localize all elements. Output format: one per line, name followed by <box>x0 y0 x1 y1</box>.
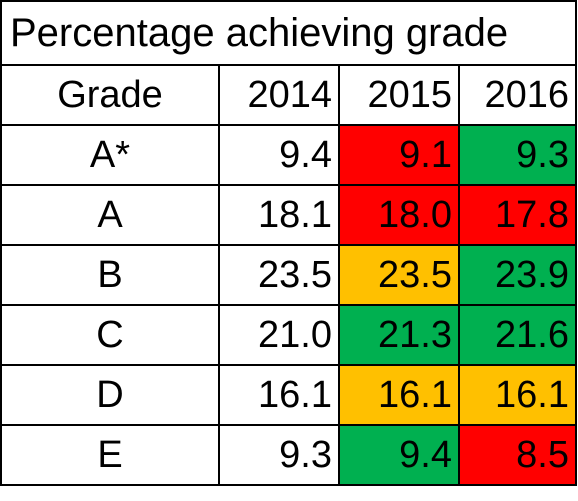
table-row: D 16.1 16.1 16.1 <box>0 364 577 426</box>
grade-label: B <box>0 244 220 306</box>
value-cell-2016: 23.9 <box>458 244 577 306</box>
value-cell-2015: 9.4 <box>338 424 460 486</box>
column-header-2014: 2014 <box>218 64 340 126</box>
grade-label: A <box>0 184 220 246</box>
grade-percentage-table: Percentage achieving grade Grade 2014 20… <box>0 0 577 486</box>
title-row: Percentage achieving grade <box>0 0 577 66</box>
column-header-grade: Grade <box>0 64 220 126</box>
grade-label: C <box>0 304 220 366</box>
column-header-2016: 2016 <box>458 64 577 126</box>
column-header-2015: 2015 <box>338 64 460 126</box>
value-cell-2015: 16.1 <box>338 364 460 426</box>
value-cell-2014: 16.1 <box>218 364 340 426</box>
table-body: Percentage achieving grade Grade 2014 20… <box>0 0 577 486</box>
value-cell-2014: 9.4 <box>218 124 340 186</box>
value-cell-2014: 21.0 <box>218 304 340 366</box>
value-cell-2014: 23.5 <box>218 244 340 306</box>
value-cell-2016: 17.8 <box>458 184 577 246</box>
grade-label: D <box>0 364 220 426</box>
table-row: A 18.1 18.0 17.8 <box>0 184 577 246</box>
value-cell-2014: 18.1 <box>218 184 340 246</box>
grade-label: A* <box>0 124 220 186</box>
value-cell-2015: 18.0 <box>338 184 460 246</box>
header-row: Grade 2014 2015 2016 <box>0 64 577 126</box>
value-cell-2016: 16.1 <box>458 364 577 426</box>
table-row: E 9.3 9.4 8.5 <box>0 424 577 486</box>
value-cell-2015: 21.3 <box>338 304 460 366</box>
value-cell-2016: 8.5 <box>458 424 577 486</box>
value-cell-2016: 9.3 <box>458 124 577 186</box>
table-row: B 23.5 23.5 23.9 <box>0 244 577 306</box>
table-title: Percentage achieving grade <box>0 0 577 66</box>
grade-label: E <box>0 424 220 486</box>
table-row: C 21.0 21.3 21.6 <box>0 304 577 366</box>
value-cell-2015: 23.5 <box>338 244 460 306</box>
table-row: A* 9.4 9.1 9.3 <box>0 124 577 186</box>
value-cell-2015: 9.1 <box>338 124 460 186</box>
value-cell-2014: 9.3 <box>218 424 340 486</box>
value-cell-2016: 21.6 <box>458 304 577 366</box>
